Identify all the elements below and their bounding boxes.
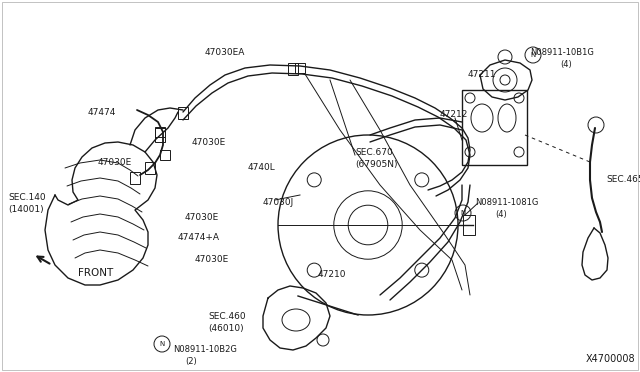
Text: N08911-1081G: N08911-1081G [475,198,538,207]
Bar [145,162,155,174]
Text: N08911-10B2G: N08911-10B2G [173,345,237,354]
Text: N: N [531,52,536,58]
Text: 47030EA: 47030EA [205,48,245,57]
Text: (4): (4) [495,210,507,219]
Text: 47210: 47210 [318,270,346,279]
Text: 47212: 47212 [440,110,468,119]
Text: 47474: 47474 [88,108,116,117]
Text: N: N [460,210,466,216]
Text: 47030J: 47030J [263,198,294,207]
Text: (4): (4) [560,60,572,69]
Text: (67905N): (67905N) [355,160,397,169]
Bar [130,172,140,184]
Text: N: N [159,341,164,347]
Text: 47030E: 47030E [185,213,220,222]
Bar [155,128,165,142]
Bar [295,63,305,73]
Text: 47030E: 47030E [195,255,229,264]
Bar [160,150,170,160]
Text: SEC.140: SEC.140 [8,193,45,202]
Text: FRONT: FRONT [78,268,113,278]
Text: 47030E: 47030E [192,138,227,147]
Text: SEC.465: SEC.465 [606,175,640,184]
Text: 47211: 47211 [468,70,497,79]
Text: X4700008: X4700008 [586,354,635,364]
Text: N08911-10B1G: N08911-10B1G [530,48,594,57]
Text: (46010): (46010) [208,324,244,333]
Text: (2): (2) [185,357,196,366]
Text: SEC.670: SEC.670 [355,148,393,157]
Text: 47030E: 47030E [98,158,132,167]
Text: SEC.460: SEC.460 [208,312,246,321]
Text: (14001): (14001) [8,205,44,214]
Bar [178,107,188,119]
Bar [288,63,298,75]
Bar [155,127,165,137]
Text: 47474+A: 47474+A [178,233,220,242]
Text: 4740L: 4740L [248,163,276,172]
